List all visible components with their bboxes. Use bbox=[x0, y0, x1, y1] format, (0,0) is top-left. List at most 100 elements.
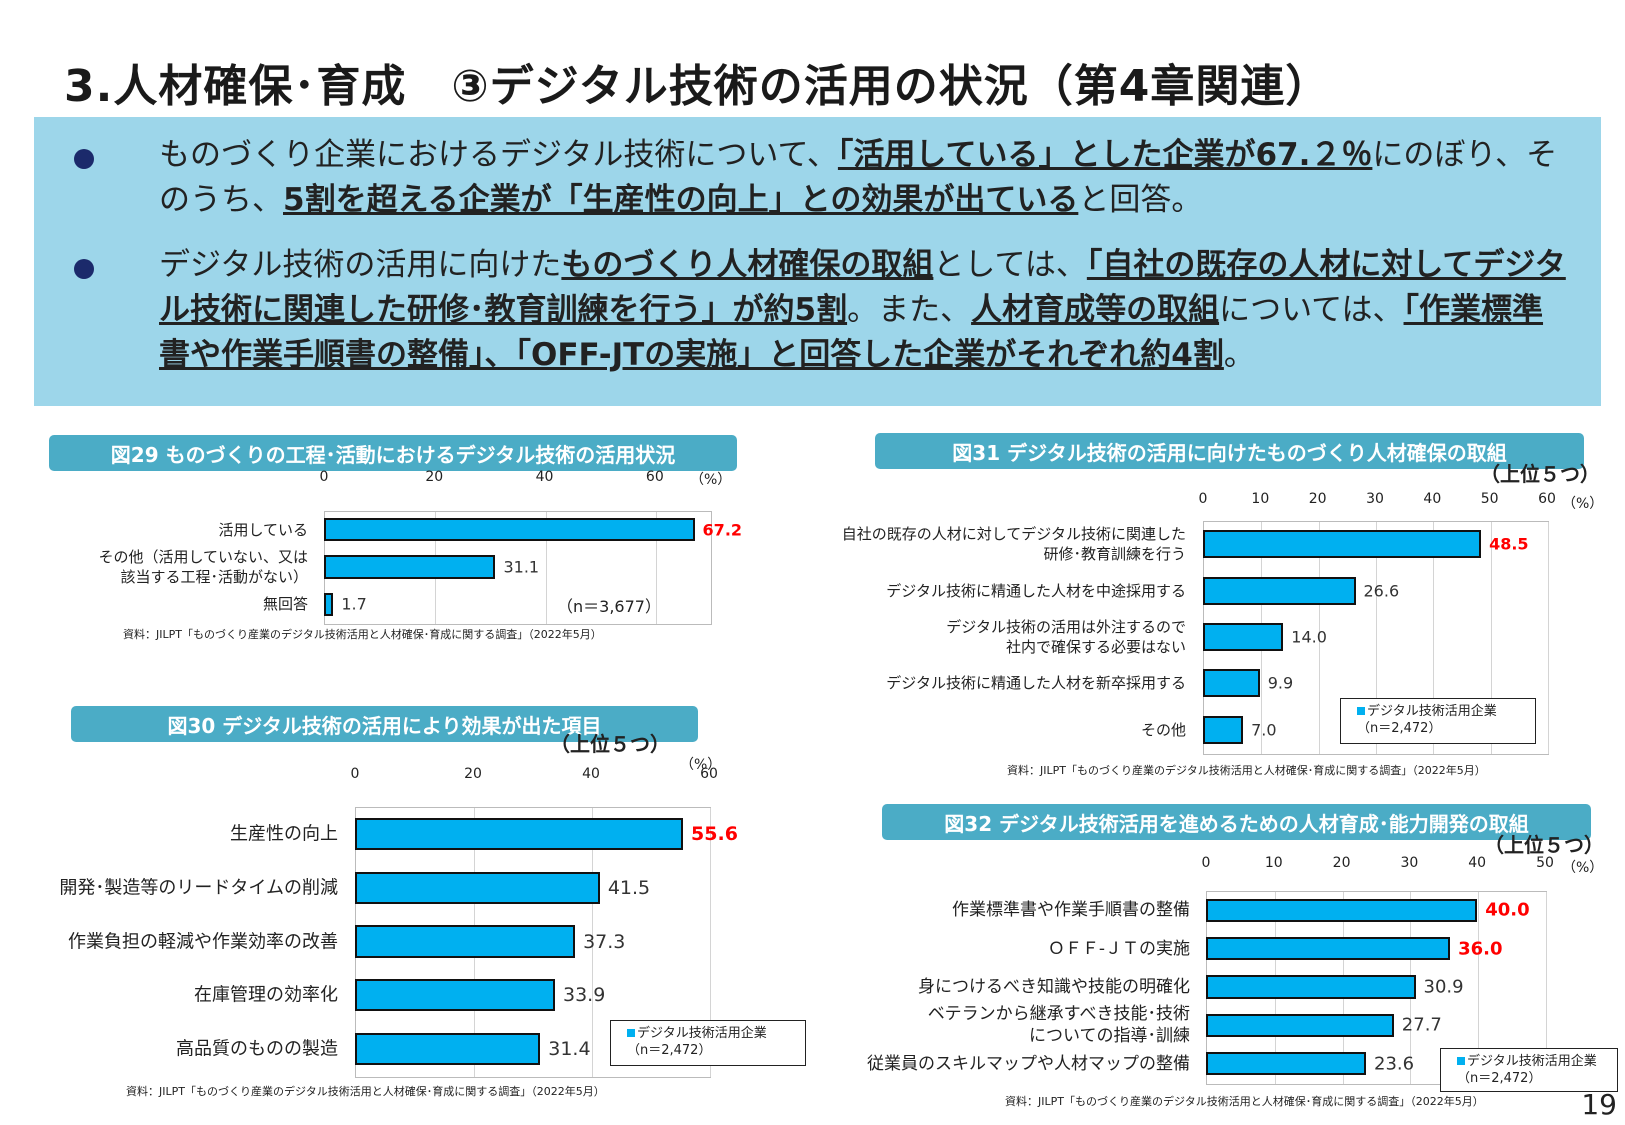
legend: デジタル技術活用企業 （n＝2,472） bbox=[1340, 698, 1536, 744]
emphasized-text: 人材育成等の取組 bbox=[971, 292, 1220, 328]
data-label: 23.6 bbox=[1374, 1053, 1415, 1075]
axis-unit-label: （%） bbox=[1562, 860, 1604, 876]
legend-series-label: デジタル技術活用企業 bbox=[1367, 704, 1497, 719]
data-label: 67.2 bbox=[702, 520, 743, 540]
category-label: 自社の既存の人材に対してデジタル技術に関連した 研修･教育訓練を行う bbox=[841, 525, 1186, 564]
data-label: 36.0 bbox=[1458, 938, 1503, 960]
data-label: 55.6 bbox=[691, 822, 738, 845]
summary-bullet-1: ものづくり企業におけるデジタル技術について、「活用している」とした企業が67.２… bbox=[74, 133, 1574, 223]
bullet-icon bbox=[74, 259, 94, 279]
x-tick-label: 40 bbox=[535, 469, 554, 485]
bullet-icon bbox=[74, 149, 94, 169]
gridline bbox=[545, 512, 547, 624]
category-label: ベテランから継承すべき技能･技術 についての指導･訓練 bbox=[927, 1004, 1190, 1047]
data-label: 1.7 bbox=[341, 594, 367, 614]
bullet-text: にのぼり、そのうち、 bbox=[159, 137, 1558, 218]
legend: デジタル技術活用企業 （n＝2,472） bbox=[610, 1020, 806, 1066]
x-tick-label: 0 bbox=[350, 766, 360, 782]
data-label: 27.7 bbox=[1401, 1014, 1442, 1036]
legend-entry: デジタル技術活用企業 bbox=[627, 1025, 795, 1042]
category-label: ＯＦＦ-ＪＴの実施 bbox=[1047, 938, 1190, 959]
bar bbox=[1206, 898, 1478, 922]
data-label: 33.9 bbox=[563, 984, 606, 1007]
emphasized-text: 「作業標準書や作業手順書の整備」、「OFF-JTの実施」と回答した企業がそれぞれ… bbox=[159, 292, 1544, 373]
category-label: 作業標準書や作業手順書の整備 bbox=[952, 900, 1190, 921]
category-label: 開発･製造等のリードタイムの削減 bbox=[59, 877, 338, 899]
data-label: 14.0 bbox=[1291, 627, 1327, 647]
bar bbox=[355, 871, 600, 904]
source-note: 資料：JILPT「ものづくり産業のデジタル技術活用と人材確保･育成に関する調査」… bbox=[1007, 764, 1486, 777]
x-tick-label: 60 bbox=[700, 766, 718, 782]
x-tick-label: 50 bbox=[1536, 855, 1554, 871]
top5-label: （上位５つ） bbox=[550, 732, 670, 756]
category-label: 作業負担の軽減や作業効率の改善 bbox=[68, 931, 338, 952]
legend-swatch bbox=[1457, 1057, 1465, 1065]
category-label: 生産性の向上 bbox=[230, 823, 338, 845]
bullet-text: としては、 bbox=[933, 247, 1087, 283]
gridline bbox=[1410, 892, 1412, 1084]
data-label: 41.5 bbox=[607, 876, 651, 899]
x-tick-label: 10 bbox=[1251, 491, 1270, 507]
x-tick-label: 20 bbox=[425, 469, 444, 485]
gridline bbox=[1261, 522, 1263, 754]
plot-area bbox=[324, 511, 712, 625]
gridline bbox=[710, 808, 711, 1077]
bullet-text: 。 bbox=[1223, 337, 1255, 373]
x-tick-label: 60 bbox=[645, 469, 664, 485]
page-number: 19 bbox=[1581, 1088, 1617, 1121]
data-label: 40.0 bbox=[1485, 899, 1530, 921]
x-tick-label: 40 bbox=[1423, 491, 1442, 507]
bullet-text: 。また、 bbox=[847, 292, 972, 328]
legend: デジタル技術活用企業 （n＝2,472） bbox=[1440, 1048, 1618, 1092]
plot-area bbox=[1206, 891, 1547, 1085]
figure-title: 図31 デジタル技術の活用に向けたものづくり人材確保の取組 bbox=[875, 433, 1584, 469]
category-label: 従業員のスキルマップや人材マップの整備 bbox=[867, 1053, 1190, 1074]
gridline bbox=[1433, 522, 1435, 754]
legend-entry: デジタル技術活用企業 bbox=[1357, 703, 1525, 720]
bar bbox=[355, 925, 576, 958]
x-tick-label: 0 bbox=[1198, 491, 1208, 507]
gridline bbox=[592, 808, 593, 1077]
bar bbox=[1203, 623, 1284, 651]
x-tick-label: 20 bbox=[1332, 855, 1351, 871]
gridline bbox=[1274, 892, 1276, 1084]
figure-title: 図29 ものづくりの工程･活動におけるデジタル技術の活用状況 bbox=[49, 435, 737, 471]
legend-entry: デジタル技術活用企業 bbox=[1457, 1053, 1607, 1070]
x-tick-label: 0 bbox=[1201, 855, 1211, 871]
figure-title: 図32 デジタル技術活用を進めるための人材育成･能力開発の取組 bbox=[882, 804, 1591, 840]
axis-unit-label: （%） bbox=[680, 757, 722, 773]
bullet-text: については、 bbox=[1219, 292, 1404, 328]
bar bbox=[1206, 975, 1416, 999]
category-label: 活用している bbox=[218, 520, 308, 539]
data-label: 30.9 bbox=[1423, 976, 1464, 998]
source-note: 資料：JILPT「ものづくり産業のデジタル技術活用と人材確保･育成に関する調査」… bbox=[1005, 1095, 1484, 1108]
plot-area bbox=[1203, 521, 1549, 755]
data-label: 7.0 bbox=[1251, 720, 1277, 740]
data-label: 37.3 bbox=[583, 930, 626, 953]
legend-series-label: デジタル技術活用企業 bbox=[1467, 1054, 1597, 1069]
category-label: 無回答 bbox=[262, 595, 308, 614]
bullet-text: デジタル技術の活用に向けた bbox=[159, 247, 562, 283]
emphasized-text: ものづくり人材確保の取組 bbox=[561, 247, 934, 283]
summary-bullet-2: デジタル技術の活用に向けたものづくり人材確保の取組としては、「自社の既存の人材に… bbox=[74, 243, 1574, 378]
legend-n: （n＝2,472） bbox=[1357, 721, 1442, 736]
category-label: デジタル技術に精通した人材を新卒採用する bbox=[886, 674, 1186, 693]
category-label: 高品質のものの製造 bbox=[176, 1038, 338, 1060]
bar bbox=[1206, 1013, 1394, 1037]
legend-series-label: デジタル技術活用企業 bbox=[637, 1026, 767, 1041]
emphasized-text: 5割を超える企業が「生産性の向上」との効果が出ている bbox=[283, 182, 1079, 218]
data-label: 48.5 bbox=[1489, 534, 1529, 554]
top5-label: （上位５つ） bbox=[1484, 833, 1604, 857]
legend-n: （n＝2,472） bbox=[1457, 1071, 1542, 1086]
category-label: その他（活用していない、又は 該当する工程･活動がない） bbox=[98, 548, 308, 586]
page-title: 3.人材確保･育成 ③デジタル技術の活用の状況（第4章関連） bbox=[64, 61, 1331, 112]
bar bbox=[1206, 937, 1451, 961]
gridline bbox=[1318, 522, 1320, 754]
gridline bbox=[1376, 522, 1377, 754]
x-tick-label: 50 bbox=[1480, 491, 1499, 507]
gridline bbox=[435, 512, 437, 624]
category-label: 在庫管理の効率化 bbox=[194, 984, 338, 1006]
category-label: その他 bbox=[1140, 720, 1186, 739]
data-label: 9.9 bbox=[1267, 673, 1294, 693]
